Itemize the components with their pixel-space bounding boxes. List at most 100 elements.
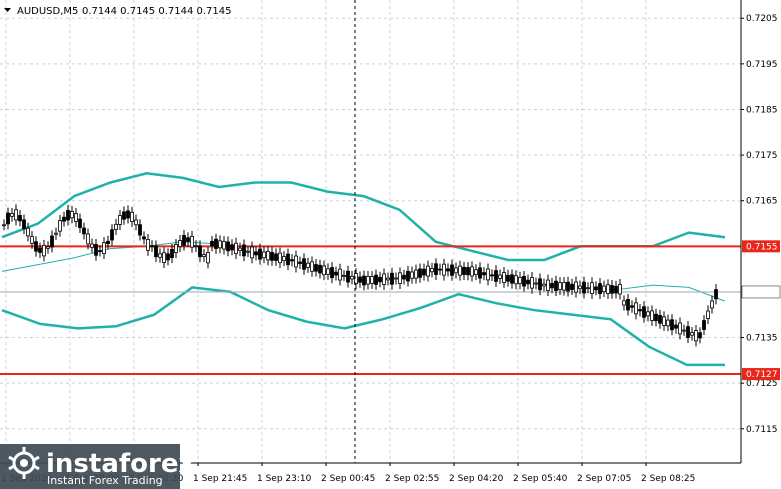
current-price-tag-bg	[741, 285, 781, 299]
candle-body	[518, 276, 522, 285]
candle-body	[26, 227, 30, 237]
candle-body	[178, 240, 182, 248]
candle-body	[74, 213, 78, 222]
candle-body	[146, 239, 150, 251]
candle-body	[446, 268, 450, 272]
candle-body	[666, 319, 670, 327]
x-tick-label: 2 Sep 02:55	[385, 474, 439, 484]
candle-body	[542, 283, 546, 287]
candle-body	[526, 279, 530, 285]
candle-body	[118, 215, 122, 225]
candle-body	[570, 283, 574, 290]
candle-body	[210, 240, 214, 247]
candle-body	[706, 310, 710, 319]
x-tick-label: 2 Sep 00:45	[321, 474, 375, 484]
candle-body	[558, 282, 562, 290]
candle-body	[170, 248, 174, 258]
candle-body	[406, 270, 410, 282]
symbol-dropdown-icon[interactable]	[4, 8, 11, 12]
candle-body	[242, 244, 246, 257]
ohlc-readout: 0.7144 0.7145 0.7144 0.7145	[82, 6, 232, 17]
candle-body	[390, 272, 394, 285]
candle-body	[502, 272, 506, 283]
candle-body	[418, 268, 422, 278]
candle-body	[318, 264, 322, 274]
level-tag-label: 0.7155	[746, 242, 778, 252]
grid	[0, 0, 741, 463]
candle-body	[430, 268, 434, 273]
candle-body	[370, 276, 374, 284]
y-tick-label: 0.7195	[746, 60, 778, 70]
candle-body	[174, 244, 178, 254]
candle-body	[122, 211, 126, 220]
candle-body	[530, 277, 534, 289]
candle-body	[226, 241, 230, 252]
candle-body	[46, 246, 50, 249]
x-tick-label: 2 Sep 05:40	[513, 474, 568, 484]
candle-body	[550, 282, 554, 289]
candle-body	[90, 243, 94, 248]
candle-body	[510, 274, 514, 284]
candle-body	[22, 219, 26, 230]
candle-body	[630, 305, 634, 308]
y-tick-label: 0.7185	[746, 105, 778, 115]
candle-body	[158, 253, 162, 258]
candle-body	[442, 263, 446, 276]
candle-body	[574, 281, 578, 293]
candle-body	[154, 245, 158, 258]
candle-body	[18, 215, 22, 222]
candle-body	[234, 242, 238, 254]
candle-body	[142, 236, 146, 240]
candle-body	[162, 252, 166, 263]
level-tag-bg	[742, 240, 780, 253]
candle-body	[466, 267, 470, 276]
candle-body	[710, 300, 714, 309]
candle-body	[130, 211, 134, 222]
x-tick-label: 2 Sep 04:20	[449, 474, 504, 484]
candle-body	[602, 285, 606, 293]
candle-body	[662, 316, 666, 326]
symbol-label[interactable]: AUDUSD,M5	[17, 6, 78, 17]
candle-body	[2, 224, 6, 227]
candle-body	[326, 268, 330, 275]
candle-body	[582, 281, 586, 294]
candle-body	[682, 329, 686, 332]
candle-body	[230, 244, 234, 251]
candle-body	[274, 253, 278, 261]
current-price-tag-label: 0.7145	[746, 288, 778, 298]
candle-body	[514, 275, 518, 285]
candle-body	[166, 253, 170, 261]
candle-body	[562, 282, 566, 291]
candle-body	[138, 224, 142, 236]
candle-body	[134, 219, 138, 226]
candle-body	[506, 274, 510, 282]
candle-body	[670, 319, 674, 331]
candle-body	[654, 313, 658, 322]
candle-body	[598, 283, 602, 295]
candle-body	[186, 237, 190, 242]
candle-body	[478, 267, 482, 279]
candle-body	[86, 233, 90, 245]
logo-tagline: Instant Forex Trading	[47, 474, 163, 487]
candle-body	[566, 281, 570, 292]
candle-body	[250, 246, 254, 259]
candle-body	[6, 212, 10, 225]
candle-body	[686, 326, 690, 338]
candle-body	[10, 213, 14, 217]
candle-body	[246, 250, 250, 253]
candle-body	[590, 282, 594, 294]
candle-body	[314, 264, 318, 272]
candles	[2, 204, 718, 347]
candle-body	[294, 255, 298, 268]
candle-body	[674, 324, 678, 329]
level-tag-bg	[742, 368, 780, 381]
candle-body	[474, 269, 478, 276]
candle-body	[678, 322, 682, 335]
candle-body	[54, 232, 58, 235]
candle-body	[66, 209, 70, 221]
candle-body	[298, 261, 302, 264]
candle-body	[618, 284, 622, 295]
candle-body	[350, 275, 354, 280]
candle-body	[554, 280, 558, 291]
